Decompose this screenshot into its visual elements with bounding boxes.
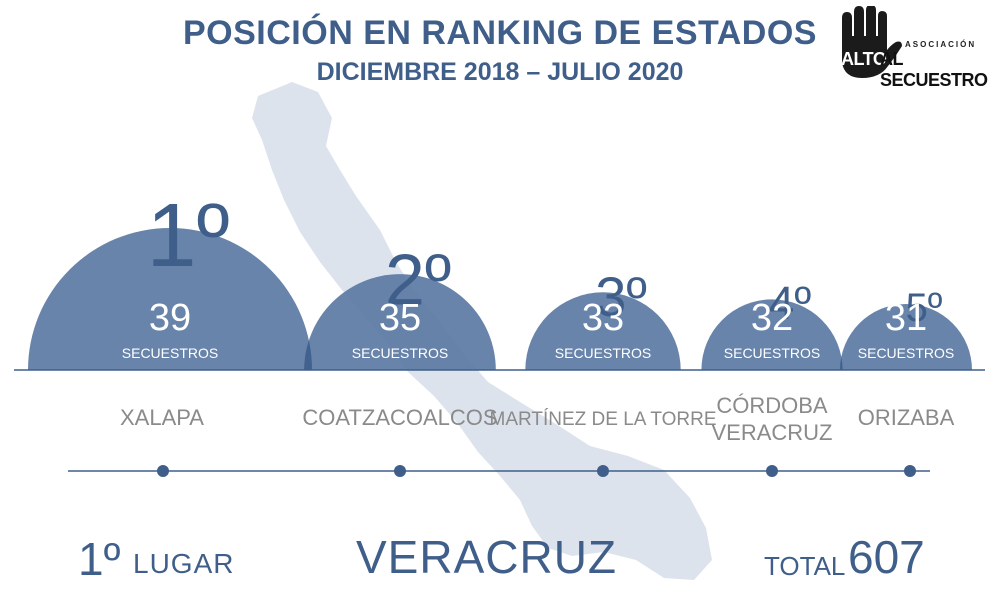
value-label-1: 39 — [149, 297, 191, 339]
city-label-4: VERACRUZ — [711, 420, 832, 445]
timeline-dot-3 — [597, 465, 609, 477]
veracruz-map-shape — [252, 82, 712, 580]
city-label-4: CÓRDOBA — [716, 393, 828, 418]
unit-label-4: SECUESTROS — [724, 345, 820, 361]
rank-label-1: 1º — [147, 186, 230, 286]
page-title: POSICIÓN EN RANKING DE ESTADOS — [183, 14, 817, 52]
rank-label-2: 2º — [385, 240, 451, 320]
timeline-dot-5 — [904, 465, 916, 477]
place-label: LUGAR — [133, 548, 235, 579]
unit-label-1: SECUESTROS — [122, 345, 218, 361]
city-label-1: XALAPA — [120, 405, 204, 430]
hand-icon — [842, 6, 902, 78]
logo-alto-text: ALTO — [841, 49, 887, 69]
logo-association-text: ASOCIACIÓN — [905, 40, 977, 49]
unit-label-3: SECUESTROS — [555, 345, 651, 361]
value-label-2: 35 — [379, 297, 421, 339]
value-label-3: 33 — [582, 297, 624, 339]
bubble-1 — [28, 228, 312, 370]
city-label-3: MARTÍNEZ DE LA TORRE — [490, 409, 717, 430]
bubble-3 — [525, 292, 681, 370]
city-label-2: COATZACOALCOS — [302, 405, 497, 430]
unit-label-5: SECUESTROS — [858, 345, 954, 361]
value-label-5: 31 — [885, 297, 927, 339]
rank-label-4: 4º — [769, 277, 812, 329]
rank-label-5: 5º — [906, 286, 943, 330]
state-name: VERACRUZ — [356, 531, 618, 583]
alto-al-secuestro-logo — [842, 6, 902, 78]
total-label: TOTAL — [764, 551, 846, 581]
total-value: 607 — [848, 531, 925, 583]
city-label-5: ORIZABA — [858, 405, 955, 430]
timeline-dot-4 — [766, 465, 778, 477]
timeline-dot-2 — [394, 465, 406, 477]
bubbles-layer — [28, 228, 972, 370]
bubble-5 — [840, 304, 972, 370]
timeline-dot-1 — [157, 465, 169, 477]
logo-name-text: AL SECUESTRO — [880, 49, 988, 90]
bubble-2 — [304, 274, 496, 370]
value-label-4: 32 — [751, 297, 793, 339]
unit-label-2: SECUESTROS — [352, 345, 448, 361]
bubble-4 — [701, 299, 843, 370]
rank-label-3: 3º — [595, 265, 647, 328]
page-subtitle: DICIEMBRE 2018 – JULIO 2020 — [316, 58, 684, 86]
place-number: 1º — [78, 533, 121, 585]
timeline-dots — [157, 465, 916, 477]
